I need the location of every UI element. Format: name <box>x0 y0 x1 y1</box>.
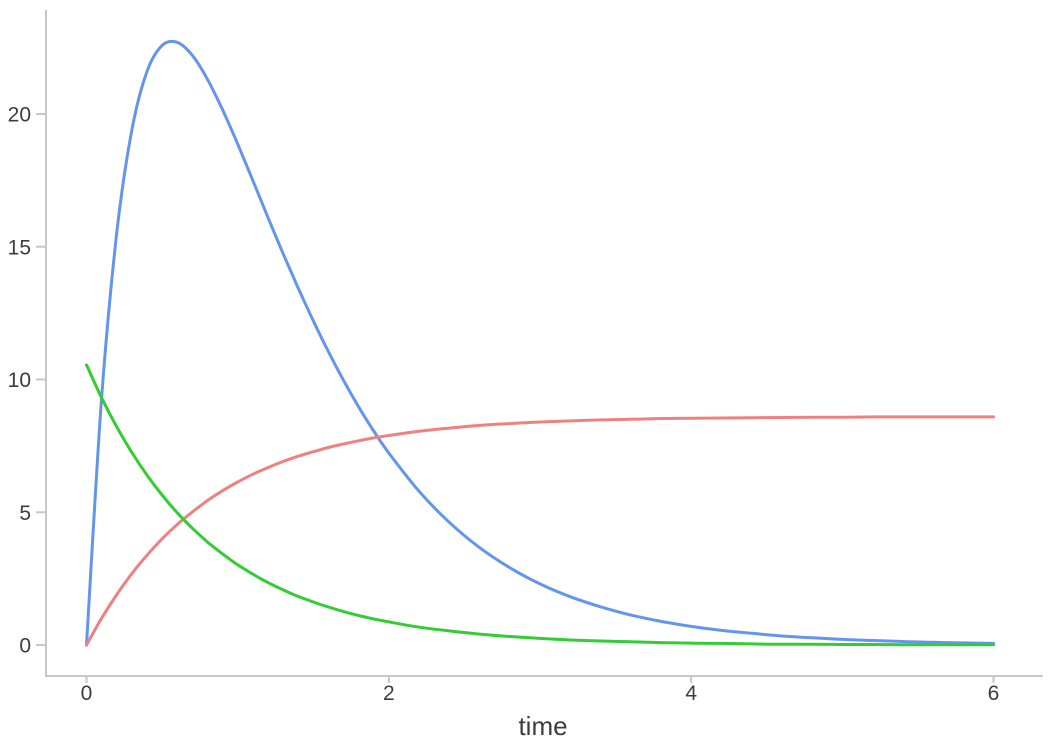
y-tick-label: 10 <box>8 369 31 392</box>
x-tick-label: 0 <box>81 682 93 705</box>
y-tick-label: 20 <box>8 104 31 127</box>
series-line-blue-curve <box>85 39 995 647</box>
plot-series <box>85 39 995 647</box>
series-line-green-curve <box>85 363 995 647</box>
x-tick-label: 2 <box>383 682 395 705</box>
y-tick-label: 5 <box>19 502 31 525</box>
y-tick-label: 15 <box>8 236 31 259</box>
axes: 0 2 4 6 0 5 10 15 20 <box>8 10 1043 705</box>
x-axis-title: time <box>518 711 567 741</box>
y-tick-label: 0 <box>19 635 31 658</box>
x-tick-label: 6 <box>988 682 1000 705</box>
x-tick-label: 4 <box>685 682 697 705</box>
series-line-red-curve <box>85 415 995 647</box>
